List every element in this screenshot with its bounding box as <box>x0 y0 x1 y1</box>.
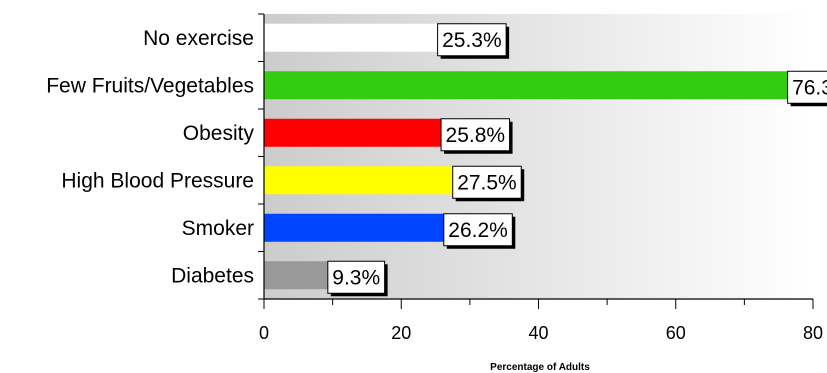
data-label-box <box>437 23 507 57</box>
bar <box>264 166 453 195</box>
data-label-box <box>452 165 522 199</box>
data-label: 9.3% <box>332 266 380 289</box>
axes-layer: 0 20 40 60 80 <box>258 13 823 343</box>
category-label: Diabetes <box>171 264 254 287</box>
data-label: 25.8% <box>446 124 506 147</box>
x-tick-label: 40 <box>528 323 548 343</box>
data-label: 27.5% <box>457 171 517 194</box>
category-label: Obesity <box>183 122 255 145</box>
data-label-box <box>787 70 827 104</box>
x-tick-label: 60 <box>666 323 686 343</box>
data-label-box <box>440 118 511 152</box>
category-label: Few Fruits/Vegetables <box>46 74 254 97</box>
data-label: 26.2% <box>448 219 508 242</box>
x-tick-label: 20 <box>391 323 411 343</box>
plot-area <box>264 14 813 299</box>
category-label: High Blood Pressure <box>61 169 254 192</box>
data-label-box <box>443 213 513 247</box>
category-label: No exercise <box>143 27 254 50</box>
data-label-box <box>327 260 386 294</box>
bar <box>264 118 442 147</box>
bar <box>264 23 438 52</box>
x-axis-title: Percentage of Adults <box>490 362 590 373</box>
bar <box>264 261 328 290</box>
category-label: Smoker <box>182 217 254 240</box>
data-label: 76.3% <box>792 76 827 99</box>
bar <box>264 213 444 242</box>
x-tick-label: 0 <box>259 323 269 343</box>
bars-layer <box>264 23 788 290</box>
data-label: 25.3% <box>442 29 502 52</box>
bar <box>264 71 788 100</box>
x-tick-label: 80 <box>803 323 823 343</box>
labels-layer: No exercise 25.3% Few Fruits/Vegetables 76.… <box>46 23 827 297</box>
